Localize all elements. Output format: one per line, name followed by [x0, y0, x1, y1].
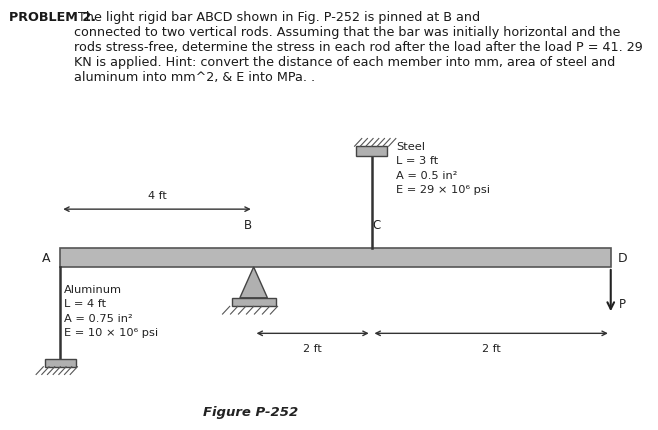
- Text: D: D: [618, 251, 627, 264]
- Text: P: P: [619, 297, 626, 310]
- Text: Aluminum
L = 4 ft
A = 0.75 in²
E = 10 × 10⁶ psi: Aluminum L = 4 ft A = 0.75 in² E = 10 × …: [64, 284, 158, 338]
- FancyBboxPatch shape: [45, 359, 76, 367]
- Text: Figure P-252: Figure P-252: [203, 405, 298, 418]
- Polygon shape: [240, 267, 267, 298]
- Text: C: C: [372, 218, 381, 231]
- Text: The light rigid bar ABCD shown in Fig. P-252 is pinned at B and
connected to two: The light rigid bar ABCD shown in Fig. P…: [74, 11, 642, 83]
- FancyBboxPatch shape: [232, 298, 276, 307]
- FancyBboxPatch shape: [356, 147, 388, 156]
- Text: B: B: [244, 218, 253, 231]
- Text: 4 ft: 4 ft: [147, 190, 166, 200]
- Text: 2 ft: 2 ft: [303, 343, 322, 353]
- Text: 2 ft: 2 ft: [482, 343, 501, 353]
- Text: PROBLEM 2.: PROBLEM 2.: [9, 11, 95, 24]
- Text: Steel
L = 3 ft
A = 0.5 in²
E = 29 × 10⁶ psi: Steel L = 3 ft A = 0.5 in² E = 29 × 10⁶ …: [397, 142, 490, 195]
- Text: A: A: [41, 251, 50, 264]
- FancyBboxPatch shape: [61, 248, 611, 267]
